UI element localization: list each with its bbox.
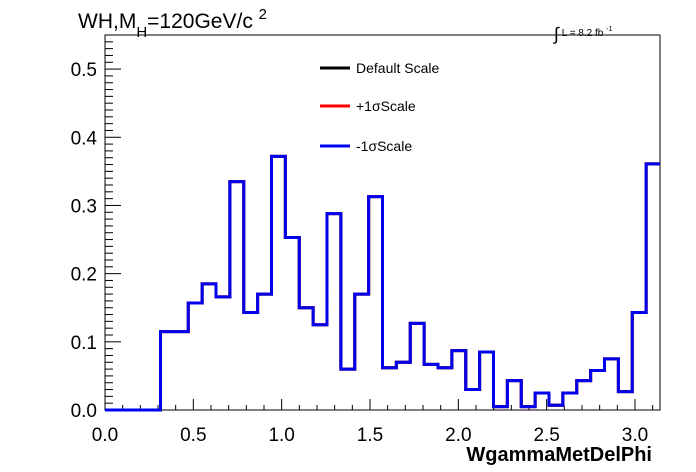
title-superscript: 2 [258, 6, 268, 23]
axis-tick-labels: 0.0 0.5 1.0 1.5 2.0 2.5 3.0 0.0 0.1 0.2 0.3 0.4 0.5 [71, 60, 649, 446]
axis-ticks [104, 34, 654, 411]
histogram-series [105, 154, 660, 412]
x-tick-label: 0.5 [180, 425, 206, 446]
luminosity-label: ∫ L = 8.2 fb -1 [554, 20, 613, 44]
x-tick-label: 2.5 [533, 425, 559, 446]
y-tick-label: 0.3 [71, 196, 97, 217]
x-axis-label: WgammaMetDelPhi [466, 444, 652, 466]
title-middle: =120GeV/c [147, 10, 253, 33]
plot-frame [104, 34, 661, 411]
legend-label: -1σScale [356, 138, 412, 154]
chart-title: WH,MH=120GeV/c 2 [78, 6, 267, 41]
y-tick-label: 0.1 [71, 333, 97, 354]
luminosity-text: L = 8.2 fb [561, 28, 604, 39]
x-tick-label: 3.0 [622, 425, 648, 446]
y-tick-label: 0.5 [71, 60, 97, 81]
legend-label: +1σScale [356, 98, 416, 114]
y-tick-label: 0.0 [71, 401, 97, 422]
legend: Default Scale +1σScale -1σScale [320, 60, 439, 154]
x-tick-label: 1.0 [268, 425, 294, 446]
x-tick-label: 1.5 [357, 425, 383, 446]
title-prefix: WH,M [78, 10, 137, 33]
x-tick-label: 0.0 [92, 425, 118, 446]
title-subscript: H [136, 24, 148, 41]
y-tick-label: 0.2 [71, 265, 97, 286]
integral-symbol: ∫ [554, 24, 559, 44]
x-tick-label: 2.0 [445, 425, 471, 446]
legend-label: Default Scale [356, 60, 439, 76]
luminosity-superscript: -1 [606, 26, 613, 33]
y-tick-label: 0.4 [71, 128, 98, 149]
series-line-3 [105, 154, 660, 412]
